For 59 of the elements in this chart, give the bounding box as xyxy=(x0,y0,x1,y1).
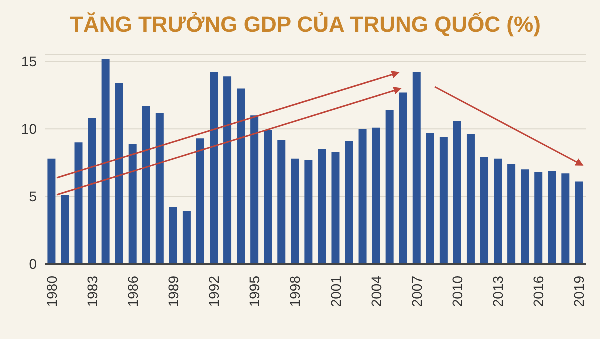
bar xyxy=(534,172,543,264)
x-tick-label: 2010 xyxy=(450,276,466,308)
bar xyxy=(156,112,164,264)
x-tick-label: 1980 xyxy=(44,276,60,308)
bar xyxy=(48,158,56,264)
bar xyxy=(210,72,218,264)
x-tick-label: 1989 xyxy=(165,276,182,308)
bar xyxy=(508,164,516,264)
bar xyxy=(358,129,367,264)
bar xyxy=(61,195,70,264)
bar xyxy=(169,207,178,264)
bar xyxy=(521,170,530,264)
x-tick-label: 1986 xyxy=(124,276,141,308)
bar xyxy=(88,118,96,264)
y-tick-label: 0 xyxy=(29,256,38,272)
bar xyxy=(142,106,150,264)
bar xyxy=(372,128,380,264)
x-tick-label: 2004 xyxy=(368,276,384,308)
bar xyxy=(278,140,286,264)
bar xyxy=(128,144,137,264)
bar xyxy=(548,170,556,264)
x-tick-label: 2007 xyxy=(408,276,425,308)
bar xyxy=(264,130,272,264)
bar xyxy=(291,158,300,264)
y-tick-label: 15 xyxy=(21,54,38,70)
bar xyxy=(182,211,191,264)
bar xyxy=(480,157,489,264)
bar xyxy=(412,72,421,264)
bar xyxy=(102,59,110,264)
bar xyxy=(453,121,462,264)
x-tick-label: 2019 xyxy=(571,276,588,308)
x-tick-label: 2016 xyxy=(530,276,547,308)
bar xyxy=(440,137,448,264)
bar xyxy=(250,116,259,264)
x-tick-label: 1992 xyxy=(206,276,222,308)
x-tick-label: 1983 xyxy=(84,276,100,308)
bar xyxy=(196,138,204,264)
y-tick-label: 5 xyxy=(29,188,38,205)
x-tick-label: 2013 xyxy=(490,276,506,308)
y-tick-label: 10 xyxy=(21,121,38,138)
bar xyxy=(115,83,124,264)
bar xyxy=(399,92,408,264)
bar xyxy=(304,160,313,264)
bar xyxy=(562,174,570,264)
bar xyxy=(386,110,394,264)
bar xyxy=(237,88,246,264)
x-tick-label: 2001 xyxy=(328,276,344,308)
bar xyxy=(224,76,232,264)
bar xyxy=(575,182,584,264)
bar xyxy=(332,152,340,264)
chart-title: TĂNG TRƯỞNG GDP CỦA TRUNG QUỐC (%) xyxy=(70,12,541,38)
x-tick-label: 1998 xyxy=(287,276,304,308)
bar xyxy=(426,133,434,264)
bar xyxy=(466,134,475,264)
x-tick-label: 1995 xyxy=(246,276,263,308)
bar xyxy=(74,142,83,264)
bar xyxy=(494,158,502,264)
bar xyxy=(318,149,326,264)
bar xyxy=(345,141,354,264)
